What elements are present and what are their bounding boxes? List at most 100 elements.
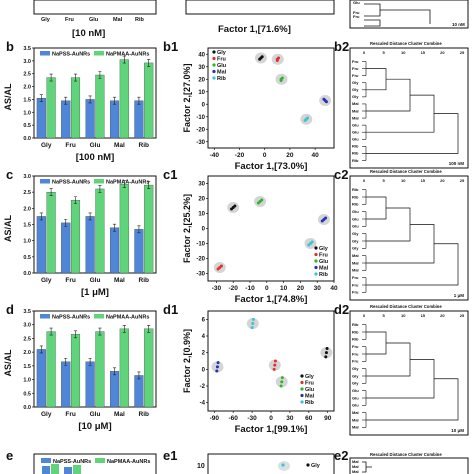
leaf-label: Fru [352, 344, 359, 349]
x-axis-label: Factor 1,[73.0%] [235, 161, 308, 172]
bar [119, 328, 129, 408]
scale-tick-label: 20 [440, 178, 445, 183]
bar [109, 227, 120, 274]
plot-frame [33, 310, 157, 408]
bar-e-legend-swatch-napmaa [95, 458, 105, 463]
legend-marker [314, 272, 318, 276]
plot-frame [33, 47, 157, 139]
leaf-label: Fru [352, 73, 359, 78]
y-tick-label: 3.0 [23, 59, 31, 65]
bar-e-bar [73, 465, 81, 474]
error-bar [147, 181, 151, 189]
y-tick-label: -2 [200, 384, 206, 390]
x-tick-label: -30 [212, 285, 222, 292]
legend-marker [212, 56, 216, 61]
leaf-label: Gly [352, 80, 359, 85]
leaf-label: Glu [352, 403, 359, 408]
leaf-label: Gly [352, 381, 359, 386]
dendrogram-d2: Rescaled Distance Cluster Combine 0 5 10 15 2… [349, 304, 469, 436]
legend-swatch [94, 314, 104, 319]
join-branch [366, 331, 387, 355]
leaf-label: Gly [352, 231, 359, 236]
legend-marker [314, 252, 318, 257]
error-bar [49, 327, 53, 336]
y-tick-label: 1.0 [23, 110, 31, 116]
y-tick-label: -30 [196, 140, 205, 146]
y-axis-label: Factor 2,[27.0%] [182, 63, 192, 132]
y-tick-label: 0.5 [23, 123, 31, 129]
pca-c1-panel-label: c1 [163, 167, 177, 182]
scale-tick-label: 10 [401, 313, 406, 318]
bar [46, 192, 56, 274]
y-tick-label: 2.5 [23, 336, 31, 342]
y-tick-label: 30 [198, 182, 205, 188]
error-bar [73, 73, 78, 82]
x-tick-label: -40 [210, 152, 220, 159]
join-branch [366, 68, 387, 91]
bar [85, 99, 95, 139]
legend-label: Mal [305, 394, 315, 400]
legend-swatch [40, 179, 50, 184]
y-tick-label: 3.0 [23, 323, 31, 329]
dendrogram-b2: Rescaled Distance Cluster Combine 0 5 10 15 2… [349, 41, 469, 169]
y-tick-label: 1.0 [23, 239, 31, 245]
legend-label: Rib [319, 272, 329, 278]
legend-label: Rib [305, 400, 315, 406]
bar-chart-d: 0.0 0.5 1.0 1.5 2.0 2.5 3.0 3.5 NaPSS-AuNRs NaPMA… [3, 309, 157, 432]
legend-marker [300, 393, 304, 398]
concentration-label: 10 μM [451, 428, 464, 433]
legend-label: Mal [217, 70, 227, 76]
y-tick-label: 10 [198, 212, 205, 218]
leaf-label: Mal [352, 108, 359, 113]
bar [70, 200, 81, 274]
legend-marker [212, 76, 216, 80]
pca-e1-point [281, 463, 285, 467]
dendro-a-frame [349, 0, 469, 29]
bar [36, 349, 46, 408]
legend-marker [300, 380, 304, 385]
scale-tick-label: 10 [401, 50, 406, 55]
row-d: d 0.0 0.5 1.0 1.5 2.0 2.5 3.0 3.5 NaPSS-AuNRs NaP… [3, 302, 469, 436]
data-point [250, 326, 254, 330]
bar [85, 361, 95, 408]
dendro-b2-panel-label: b2 [334, 39, 349, 54]
leaf-label: Rib [352, 322, 359, 327]
leaf-label: Glu [352, 209, 359, 214]
x-tick-label: 20 [297, 285, 305, 292]
bar [134, 375, 144, 408]
error-bar [49, 188, 53, 196]
bar-a-cat-gly: Gly [41, 17, 51, 23]
bar [61, 361, 71, 408]
leaf-label: Fru [352, 282, 359, 287]
x-axis-label: Factor 1,[74.8%] [235, 294, 308, 305]
legend-marker [314, 259, 318, 263]
data-point [258, 57, 262, 61]
x-tick-label: Mal [114, 411, 125, 418]
bar [95, 331, 105, 408]
data-point [320, 219, 324, 223]
join-branch [366, 196, 387, 220]
leaf-label: Gly [352, 366, 359, 371]
y-tick-label: 0.0 [23, 271, 31, 277]
bar [61, 222, 71, 274]
x-tick-label: Rib [139, 277, 150, 284]
y-tick-label: 2.5 [23, 72, 31, 78]
scale-tick-label: 0 [363, 178, 366, 183]
x-tick-label: 30 [314, 285, 322, 292]
scale-tick-label: 15 [421, 50, 426, 55]
error-bar [147, 59, 151, 67]
x-tick-label: 10 [280, 285, 288, 292]
bar [109, 371, 120, 408]
concentration-label: 1 μM [454, 293, 465, 298]
data-point [322, 97, 326, 101]
y-tick-label: 0.0 [23, 405, 31, 411]
data-point [275, 59, 279, 62]
error-bar [39, 94, 43, 102]
leaf-label: Glu [352, 395, 359, 400]
data-point [251, 322, 255, 325]
data-point [306, 116, 310, 120]
y-tick-label: 3.0 [23, 174, 31, 180]
bar-e-bar [64, 467, 72, 474]
x-tick-label: -10 [245, 285, 255, 292]
join-branch [366, 359, 435, 399]
